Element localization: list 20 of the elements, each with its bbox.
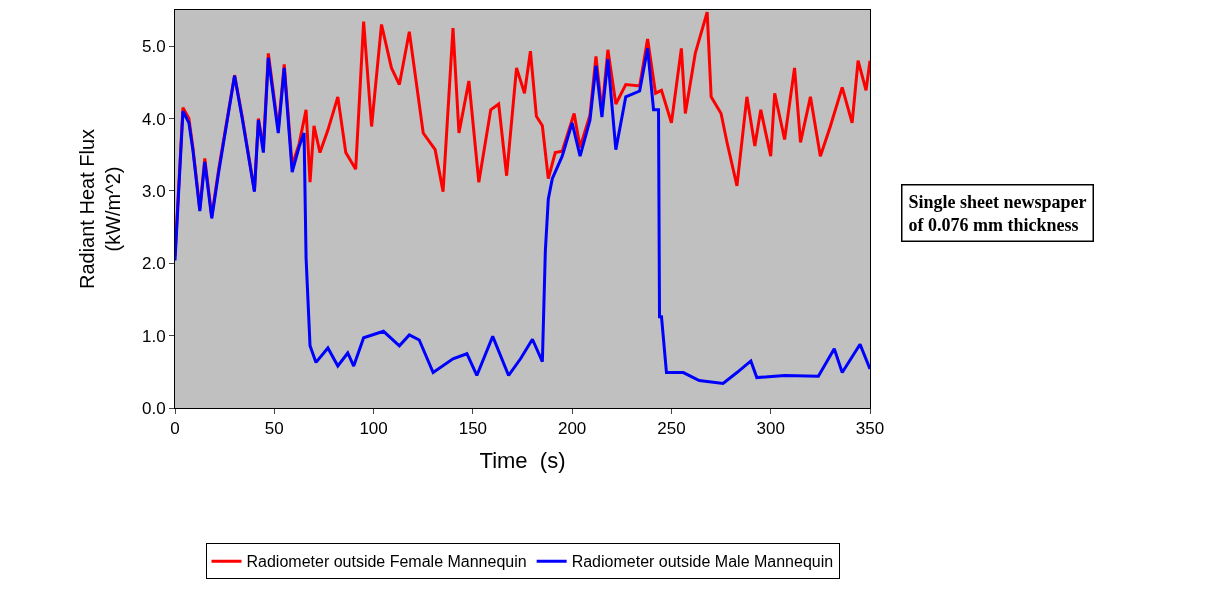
- x-tick-label: 200: [557, 419, 587, 439]
- y-tick-label: 3.0: [141, 181, 166, 201]
- y-tick-label: 0.0: [141, 398, 166, 418]
- x-tick-label: 0: [170, 419, 180, 439]
- y-tick-label: 4.0: [141, 109, 166, 129]
- y-tick-label: 2.0: [141, 254, 166, 274]
- line-series: [175, 46, 870, 385]
- x-tick-label: 50: [264, 419, 284, 439]
- x-tick-label: 250: [657, 419, 686, 439]
- x-axis-title: Time (s): [479, 448, 566, 474]
- x-tick-label: 350: [855, 419, 885, 439]
- legend-label: Radiometer outside Female Mannequin: [246, 553, 527, 571]
- x-tick-label: 300: [756, 419, 785, 439]
- text: Single sheet newspaper of 0.076 mm thickness: [908, 191, 1087, 235]
- legend-label: Radiometer outside Male Mannequin: [571, 553, 834, 571]
- y-tick-label: 5.0: [141, 37, 166, 57]
- x-tick-label: 150: [458, 419, 488, 439]
- y-tick-label: 1.0: [141, 326, 166, 346]
- x-tick-label: 100: [359, 419, 388, 439]
- y-axis-title: Radiant Heat Flux (kW/m^2): [76, 128, 125, 290]
